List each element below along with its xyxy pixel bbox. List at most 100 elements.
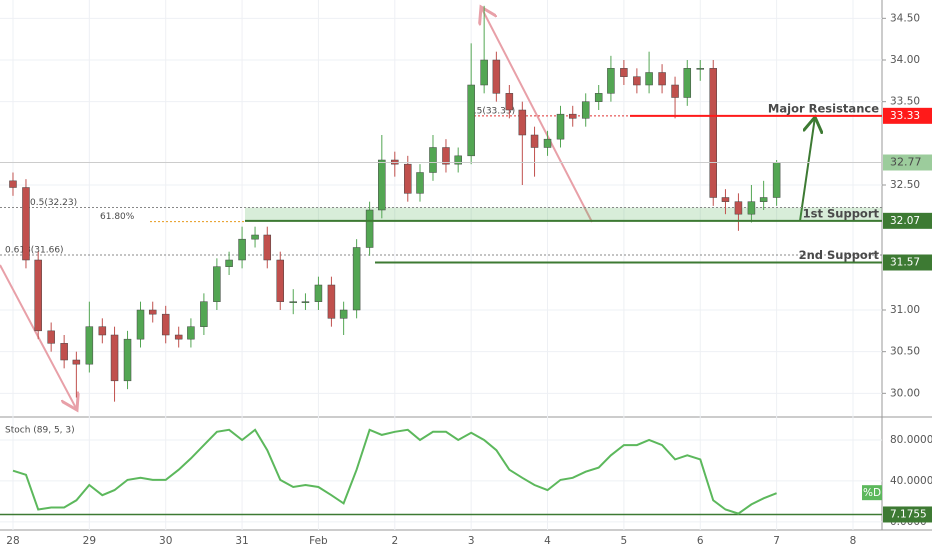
- candle-body: [161, 313, 170, 336]
- candle-body: [696, 68, 705, 70]
- y-tick-label: 30.50: [890, 346, 920, 358]
- candle-body: [378, 159, 386, 211]
- stoch-line: [12, 428, 777, 515]
- series-badge: [862, 485, 882, 501]
- candle-body: [721, 197, 730, 202]
- candle-body: [594, 93, 603, 102]
- target-arrow: [799, 117, 815, 222]
- candle-body: [709, 68, 717, 198]
- candle-body: [238, 238, 246, 261]
- price-badge: [883, 212, 932, 229]
- candle-body: [251, 234, 259, 240]
- price-badge-label: 32.07: [890, 215, 920, 227]
- candle-body: [404, 163, 412, 194]
- price-badge-label: 7.1755: [890, 508, 927, 520]
- candle-body: [289, 301, 297, 303]
- candle-body: [72, 359, 81, 365]
- candle-body: [530, 134, 539, 148]
- price-badge-label: 33.33: [890, 110, 920, 122]
- x-tick-label: Feb: [309, 535, 328, 547]
- candle-body: [416, 172, 424, 194]
- candle-body: [47, 330, 55, 344]
- x-tick-label: 4: [544, 535, 551, 547]
- candle-body: [442, 147, 450, 165]
- candle-body: [683, 68, 692, 98]
- candle-body: [110, 334, 119, 382]
- x-tick-label: 3: [468, 535, 475, 547]
- level-label: 2nd Support: [799, 248, 880, 262]
- candle-body: [339, 309, 348, 319]
- y-tick-label: 40.0000: [890, 475, 932, 487]
- candle-body: [467, 84, 475, 157]
- candle-body: [225, 259, 233, 267]
- candle-body: [34, 259, 42, 332]
- candle-body: [98, 326, 107, 336]
- candle-body: [9, 180, 17, 188]
- trend-arrow: [481, 7, 593, 223]
- candle-body: [492, 59, 501, 94]
- candle-body: [365, 209, 374, 248]
- candle-body: [213, 266, 221, 302]
- candle-body: [200, 301, 208, 327]
- price-badge-label: 32.77: [890, 156, 922, 169]
- price-badge: [883, 506, 932, 523]
- y-tick-label: 32.50: [890, 179, 920, 191]
- candle-body: [429, 147, 437, 173]
- candle-body: [136, 309, 145, 340]
- candle-body: [22, 187, 30, 261]
- candle-body: [314, 284, 323, 302]
- fib-label: 61.80%: [100, 212, 135, 222]
- y-tick-label: 30.00: [890, 387, 920, 399]
- fib-label: 0.5(33.33): [468, 106, 515, 116]
- candle-body: [759, 197, 768, 202]
- series-badge-label: %D: [863, 487, 881, 499]
- x-tick-label: 2: [391, 535, 398, 547]
- candle-body: [301, 301, 310, 303]
- candle-body: [123, 338, 132, 382]
- x-tick-label: 28: [6, 535, 19, 547]
- price-badge: [883, 154, 932, 171]
- fib-label: 0.618(31.66): [5, 246, 64, 256]
- candle-body: [633, 76, 641, 86]
- candle-body: [276, 259, 285, 302]
- x-tick-label: 8: [850, 535, 857, 547]
- candle-body: [581, 101, 590, 119]
- candle-body: [556, 113, 565, 140]
- candle-body: [327, 284, 336, 319]
- candle-body: [607, 68, 615, 94]
- candle-body: [772, 162, 781, 198]
- price-badge-label: 31.57: [890, 257, 920, 269]
- candle-body: [734, 201, 743, 215]
- candle-body: [658, 72, 666, 86]
- candle-body: [671, 84, 679, 98]
- x-tick-label: 29: [83, 535, 96, 547]
- candle-body: [454, 155, 462, 165]
- candle-body: [174, 334, 183, 340]
- fib-label: 0.5(32.23): [30, 198, 77, 208]
- candle-body: [518, 109, 527, 136]
- price-badge: [883, 107, 932, 124]
- candle-body: [747, 201, 756, 215]
- support-zone: [245, 207, 882, 221]
- candle-body: [543, 138, 552, 148]
- level-label: 1st Support: [803, 206, 880, 220]
- x-tick-label: 6: [697, 535, 704, 547]
- indicator-title: Stoch (89, 5, 3): [5, 426, 75, 436]
- y-tick-label: 33.50: [890, 96, 920, 108]
- candle-body: [85, 326, 94, 365]
- level-label: Major Resistance: [768, 101, 879, 115]
- candle-body: [645, 72, 653, 86]
- candle-body: [480, 59, 488, 86]
- x-tick-label: 5: [621, 535, 628, 547]
- price-badge: [883, 254, 932, 271]
- x-tick-label: 30: [159, 535, 172, 547]
- candle-body: [148, 309, 157, 315]
- candle-body: [263, 234, 272, 261]
- candle-body: [620, 68, 628, 77]
- candle-body: [352, 247, 361, 311]
- candle-body: [505, 93, 514, 111]
- y-tick-label: 34.50: [890, 12, 920, 24]
- x-tick-label: 7: [773, 535, 780, 547]
